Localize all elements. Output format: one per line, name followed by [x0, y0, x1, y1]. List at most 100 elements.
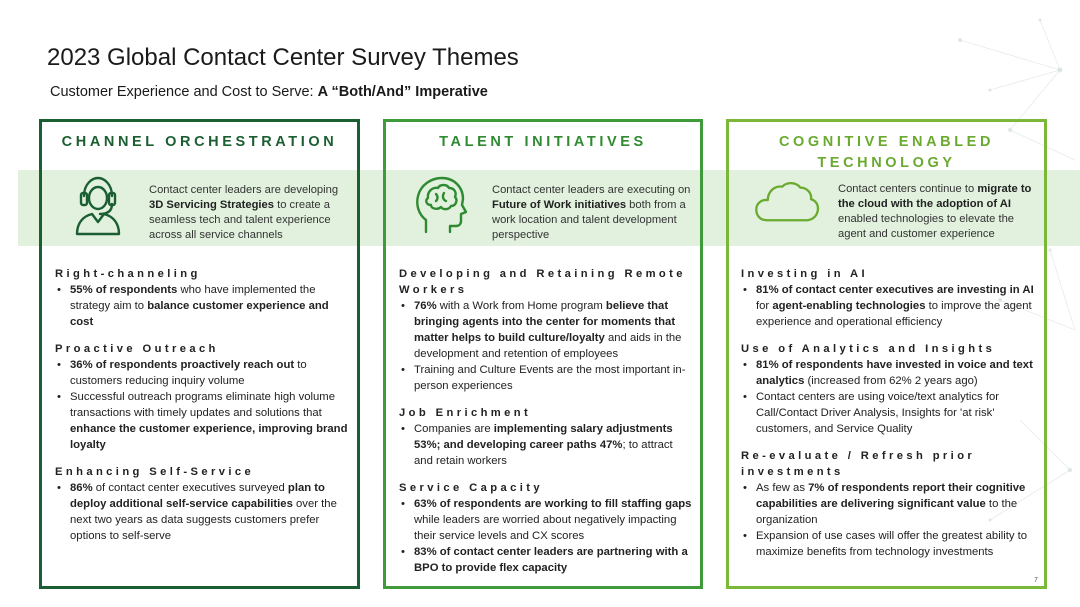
column-sections: Right-channeling 55% of respondents who h… — [55, 266, 349, 555]
subtitle-emphasis: A “Both/And” Imperative — [317, 84, 488, 100]
emphasis-text: 83% of contact center leaders are partne… — [414, 546, 688, 574]
emphasis-text: 81% of contact center executives are inv… — [756, 284, 1034, 296]
bullet-item: 81% of contact center executives are inv… — [741, 282, 1036, 330]
column-sections: Investing in AI 81% of contact center exe… — [741, 266, 1036, 571]
section: Right-channeling 55% of respondents who h… — [55, 266, 349, 330]
column-channel-orchestration: CHANNEL ORCHESTRATION Contact center lea… — [39, 119, 360, 589]
column-heading: CHANNEL ORCHESTRATION — [61, 134, 338, 150]
column-intro: Contact center leaders are developing 3D… — [149, 183, 354, 243]
bullet-item: 86% of contact center executives surveye… — [55, 480, 349, 544]
section-title: Re-evaluate / Refresh prior investments — [741, 450, 976, 478]
column-intro: Contact centers continue to migrate to t… — [838, 182, 1043, 242]
text-run: to the organization — [756, 498, 1018, 526]
bullet-item: 63% of respondents are working to fill s… — [399, 496, 692, 544]
emphasis-text: migrate to the cloud with the adoption o… — [838, 183, 1032, 210]
headset-agent-icon — [75, 176, 121, 236]
column-intro: Contact center leaders are executing on … — [492, 183, 692, 243]
section: Use of Analytics and Insights 81% of resp… — [741, 341, 1036, 437]
text-run: enabled technologies to elevate the agen… — [838, 213, 1015, 240]
bullet-list: 76% with a Work from Home program believ… — [399, 298, 692, 394]
bullet-list: 86% of contact center executives surveye… — [55, 480, 349, 544]
column-heading: COGNITIVE ENABLED TECHNOLOGY — [778, 134, 995, 171]
bullet-item: Expansion of use cases will offer the gr… — [741, 528, 1036, 560]
section: Job Enrichment Companies are implementing… — [399, 405, 692, 469]
text-run: Contact centers are using voice/text ana… — [756, 391, 999, 435]
text-run: to improve the agent experience and oper… — [756, 300, 1032, 328]
text-run: with a Work from Home program — [436, 300, 606, 312]
bullet-list: 81% of contact center executives are inv… — [741, 282, 1036, 330]
column-sections: Developing and Retaining Remote Workers7… — [399, 266, 692, 587]
text-run: Training and Culture Events are the most… — [414, 364, 686, 392]
text-run: who have implemented the strategy aim to — [70, 284, 316, 312]
bullet-list: Companies are implementing salary adjust… — [399, 421, 692, 469]
text-run: to create a seamless tech and talent exp… — [149, 199, 331, 241]
section-title: Investing in AI — [741, 268, 869, 280]
subtitle-prefix: Customer Experience and Cost to Serve: — [50, 84, 318, 100]
emphasis-text: enhance the customer experience, improvi… — [70, 423, 348, 451]
emphasis-text: 86% — [70, 482, 93, 494]
text-run: over the next two years as data suggests… — [70, 498, 337, 542]
emphasis-text: believe that bringing agents into the ce… — [414, 300, 676, 344]
column-talent-initiatives: TALENT INITIATIVES Contact center leader… — [383, 119, 703, 589]
section-title: Enhancing Self-Service — [55, 466, 255, 478]
page-subtitle: Customer Experience and Cost to Serve: A… — [50, 84, 488, 100]
text-run: Contact center leaders are developing — [149, 184, 339, 196]
bullet-list: 55% of respondents who have implemented … — [55, 282, 349, 330]
section-title: Developing and Retaining Remote Workers — [399, 268, 686, 296]
bullet-item: Training and Culture Events are the most… — [399, 362, 692, 394]
text-run: ; to attract and retain workers — [414, 439, 673, 467]
bullet-item: Successful outreach programs eliminate h… — [55, 389, 349, 453]
text-run: Expansion of use cases will offer the gr… — [756, 530, 1028, 558]
text-run: Contact centers continue to — [838, 183, 978, 195]
page-title: 2023 Global Contact Center Survey Themes — [47, 44, 519, 71]
emphasis-text: 3D Servicing Strategies — [149, 199, 274, 211]
text-run: Contact center leaders are executing on — [492, 184, 691, 196]
column-heading: TALENT INITIATIVES — [439, 134, 647, 150]
section-title: Service Capacity — [399, 482, 543, 494]
bullet-item: 55% of respondents who have implemented … — [55, 282, 349, 330]
bullet-item: 76% with a Work from Home program believ… — [399, 298, 692, 362]
bullet-list: 81% of respondents have invested in voic… — [741, 357, 1036, 437]
emphasis-text: balance customer experience and cost — [70, 300, 329, 328]
section: Proactive Outreach 36% of respondents pro… — [55, 341, 349, 453]
cloud-icon — [755, 182, 820, 222]
emphasis-text: 81% of respondents have invested in voic… — [756, 359, 1033, 387]
section: Service Capacity 63% of respondents are w… — [399, 480, 692, 576]
emphasis-text: 55% of respondents — [70, 284, 178, 296]
text-run: As few as — [756, 482, 809, 494]
bullet-item: Contact centers are using voice/text ana… — [741, 389, 1036, 437]
emphasis-text: 63% of respondents are working to fill s… — [414, 498, 692, 510]
bullet-item: 36% of respondents proactively reach out… — [55, 357, 349, 389]
section-title: Use of Analytics and Insights — [741, 343, 996, 355]
section: Re-evaluate / Refresh prior investmentsA… — [741, 448, 1036, 560]
bullet-item: 81% of respondents have invested in voic… — [741, 357, 1036, 389]
text-run: (increased from 62% 2 years ago) — [804, 375, 978, 387]
text-run: both from a work location and talent dev… — [492, 199, 686, 241]
emphasis-text: plan to deploy additional self-service c… — [70, 482, 325, 510]
section: Enhancing Self-Service 86% of contact cen… — [55, 464, 349, 544]
bullet-list: 63% of respondents are working to fill s… — [399, 496, 692, 576]
column-cognitive-enabled-technology: COGNITIVE ENABLED TECHNOLOGY Contact cen… — [726, 119, 1047, 589]
section-title: Proactive Outreach — [55, 343, 219, 355]
text-run: to customers reducing inquiry volume — [70, 359, 307, 387]
section: Developing and Retaining Remote Workers7… — [399, 266, 692, 394]
emphasis-text: 76% — [414, 300, 437, 312]
text-run: while leaders are worried about negative… — [414, 514, 677, 542]
emphasis-text: agent-enabling technologies — [772, 300, 926, 312]
text-run: for — [756, 300, 773, 312]
bullet-list: 36% of respondents proactively reach out… — [55, 357, 349, 453]
text-run: and aids in the development and retentio… — [414, 332, 682, 360]
emphasis-text: Future of Work initiatives — [492, 199, 627, 211]
bullet-list: As few as 7% of respondents report their… — [741, 480, 1036, 560]
section: Investing in AI 81% of contact center exe… — [741, 266, 1036, 330]
bullet-item: As few as 7% of respondents report their… — [741, 480, 1036, 528]
text-run: Successful outreach programs eliminate h… — [70, 391, 335, 419]
bullet-item: Companies are implementing salary adjust… — [399, 421, 692, 469]
brain-head-icon — [416, 176, 468, 234]
intro-highlight-band — [18, 170, 1080, 246]
emphasis-text: 7% of respondents report their cognitive… — [756, 482, 1026, 510]
section-title: Right-channeling — [55, 268, 201, 280]
section-title: Job Enrichment — [399, 407, 532, 419]
text-run: of contact center executives surveyed — [92, 482, 288, 494]
page-number: 7 — [1034, 577, 1038, 584]
